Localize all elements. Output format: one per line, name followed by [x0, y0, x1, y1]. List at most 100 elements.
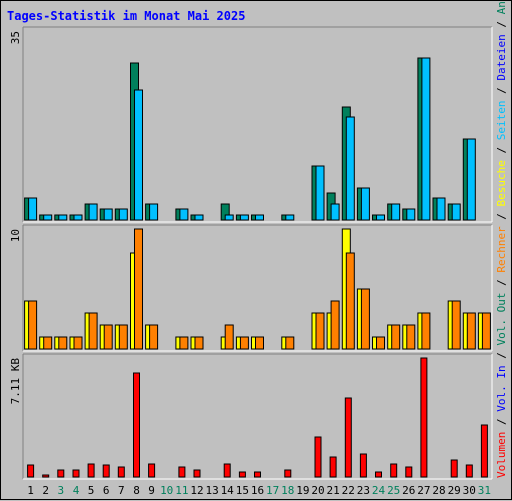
bar-dateien-day-16 [255, 214, 264, 221]
bar-dateien-day-4 [73, 214, 83, 221]
x-tick-label-30: 30 [463, 484, 476, 497]
bar-rechner-day-6 [103, 324, 113, 350]
bar-rechner-day-31 [481, 312, 491, 350]
x-tick-label-23: 23 [357, 484, 370, 497]
bar-rechner-day-23 [360, 288, 370, 350]
x-tick-label-21: 21 [326, 484, 339, 497]
bar-rechner-day-4 [73, 336, 83, 350]
x-tick-label-19: 19 [296, 484, 309, 497]
bar-dateien-day-12 [194, 214, 204, 221]
bar-volumen-day-7 [117, 466, 125, 478]
bar-volumen-day-6 [102, 464, 110, 478]
legend-item-10: Seiten [495, 100, 508, 146]
x-axis-labels: 1 2 3 4 5 6 7 8 9 10 11 12 13 14 15 16 17 18 19 20 21 22 23 24 2… [27, 484, 491, 497]
bar-rechner-day-8 [134, 228, 143, 350]
bar-rechner-day-7 [118, 324, 128, 350]
bar-volumen-day-16 [254, 471, 261, 478]
bar-volumen-day-21 [329, 456, 337, 478]
bar-volumen-day-2 [42, 474, 50, 478]
bar-volumen-day-4 [72, 469, 80, 478]
bar-volumen-day-23 [359, 453, 367, 478]
bar-rechner-day-3 [58, 336, 68, 350]
bar-dateien-day-24 [376, 214, 385, 221]
bar-dateien-day-15 [239, 214, 249, 221]
x-tick-label-25: 25 [387, 484, 400, 497]
bar-dateien-day-23 [360, 187, 370, 221]
legend-item-12: Dateien [495, 34, 508, 87]
bar-dateien-day-14 [224, 214, 234, 221]
bar-volumen-day-1 [27, 464, 35, 478]
legend-item-13: / [495, 21, 508, 34]
bar-volumen-day-18 [284, 469, 292, 478]
bar-dateien-day-3 [58, 214, 68, 221]
bar-rechner-day-24 [376, 336, 385, 350]
legend-item-1: / [495, 418, 508, 431]
bar-dateien-day-7 [118, 208, 128, 221]
x-tick-label-10: 10 [160, 484, 173, 497]
bar-dateien-day-26 [406, 208, 416, 221]
bar-rechner-day-2 [43, 336, 53, 350]
bar-rechner-day-21 [330, 300, 340, 350]
bar-dateien-day-22 [345, 116, 355, 221]
bar-volumen-day-3 [57, 469, 65, 478]
panel-background [23, 354, 492, 479]
x-tick-label-15: 15 [236, 484, 249, 497]
legend-item-4: Vol. Out [495, 293, 508, 353]
bar-volumen-day-26 [405, 466, 413, 478]
bar-volumen-day-5 [87, 463, 95, 478]
panel-background [23, 27, 492, 222]
legend-item-14: Anfragen [495, 1, 508, 21]
bar-volumen-day-20 [314, 436, 322, 478]
bar-rechner-day-11 [179, 336, 189, 350]
bar-volumen-day-29 [450, 459, 458, 478]
x-tick-label-29: 29 [448, 484, 461, 497]
bar-dateien-day-18 [285, 214, 295, 221]
panel-max-label: 35 [9, 31, 22, 44]
bar-dateien-day-29 [451, 203, 461, 221]
x-tick-label-17: 17 [266, 484, 279, 497]
x-tick-label-20: 20 [311, 484, 324, 497]
legend-item-8: Besuche [495, 160, 508, 213]
bar-dateien-day-5 [88, 203, 98, 221]
bar-dateien-day-25 [391, 203, 401, 221]
bar-rechner-day-16 [255, 336, 264, 350]
bar-rechner-day-1 [28, 300, 38, 350]
legend-item-9: / [495, 147, 508, 160]
series-rechner [28, 228, 491, 350]
bar-rechner-day-27 [421, 312, 431, 350]
x-tick-label-26: 26 [402, 484, 415, 497]
panel-max-label: 10 [9, 229, 22, 242]
bar-rechner-day-14 [224, 324, 234, 350]
bar-dateien-day-28 [436, 197, 446, 221]
x-tick-label-6: 6 [103, 484, 110, 497]
bar-volumen-day-15 [238, 471, 246, 478]
x-tick-label-13: 13 [205, 484, 218, 497]
bar-dateien-day-21 [330, 203, 340, 221]
bar-dateien-day-6 [103, 208, 113, 221]
x-tick-label-1: 1 [27, 484, 34, 497]
bar-volumen-day-24 [375, 471, 382, 478]
bar-rechner-day-15 [239, 336, 249, 350]
x-tick-label-4: 4 [73, 484, 80, 497]
x-tick-label-3: 3 [57, 484, 64, 497]
x-tick-label-16: 16 [251, 484, 264, 497]
bar-dateien-day-20 [315, 165, 325, 221]
legend-item-0: Volumen [495, 432, 508, 478]
bar-dateien-day-2 [43, 214, 53, 221]
bar-rechner-day-18 [285, 336, 295, 350]
bar-rechner-day-30 [466, 312, 476, 350]
panel-visits: 10 [9, 224, 493, 352]
legend-item-11: / [495, 87, 508, 100]
bar-volumen-day-12 [193, 469, 201, 478]
bar-rechner-day-20 [315, 312, 325, 350]
bar-volumen-day-11 [178, 466, 186, 478]
x-tick-label-28: 28 [432, 484, 445, 497]
x-tick-label-8: 8 [133, 484, 140, 497]
series-volumen [27, 357, 488, 478]
bar-volumen-day-27 [420, 357, 428, 478]
bar-rechner-day-9 [149, 324, 159, 350]
series-dateien [28, 57, 476, 221]
bar-volumen-day-31 [480, 424, 488, 478]
